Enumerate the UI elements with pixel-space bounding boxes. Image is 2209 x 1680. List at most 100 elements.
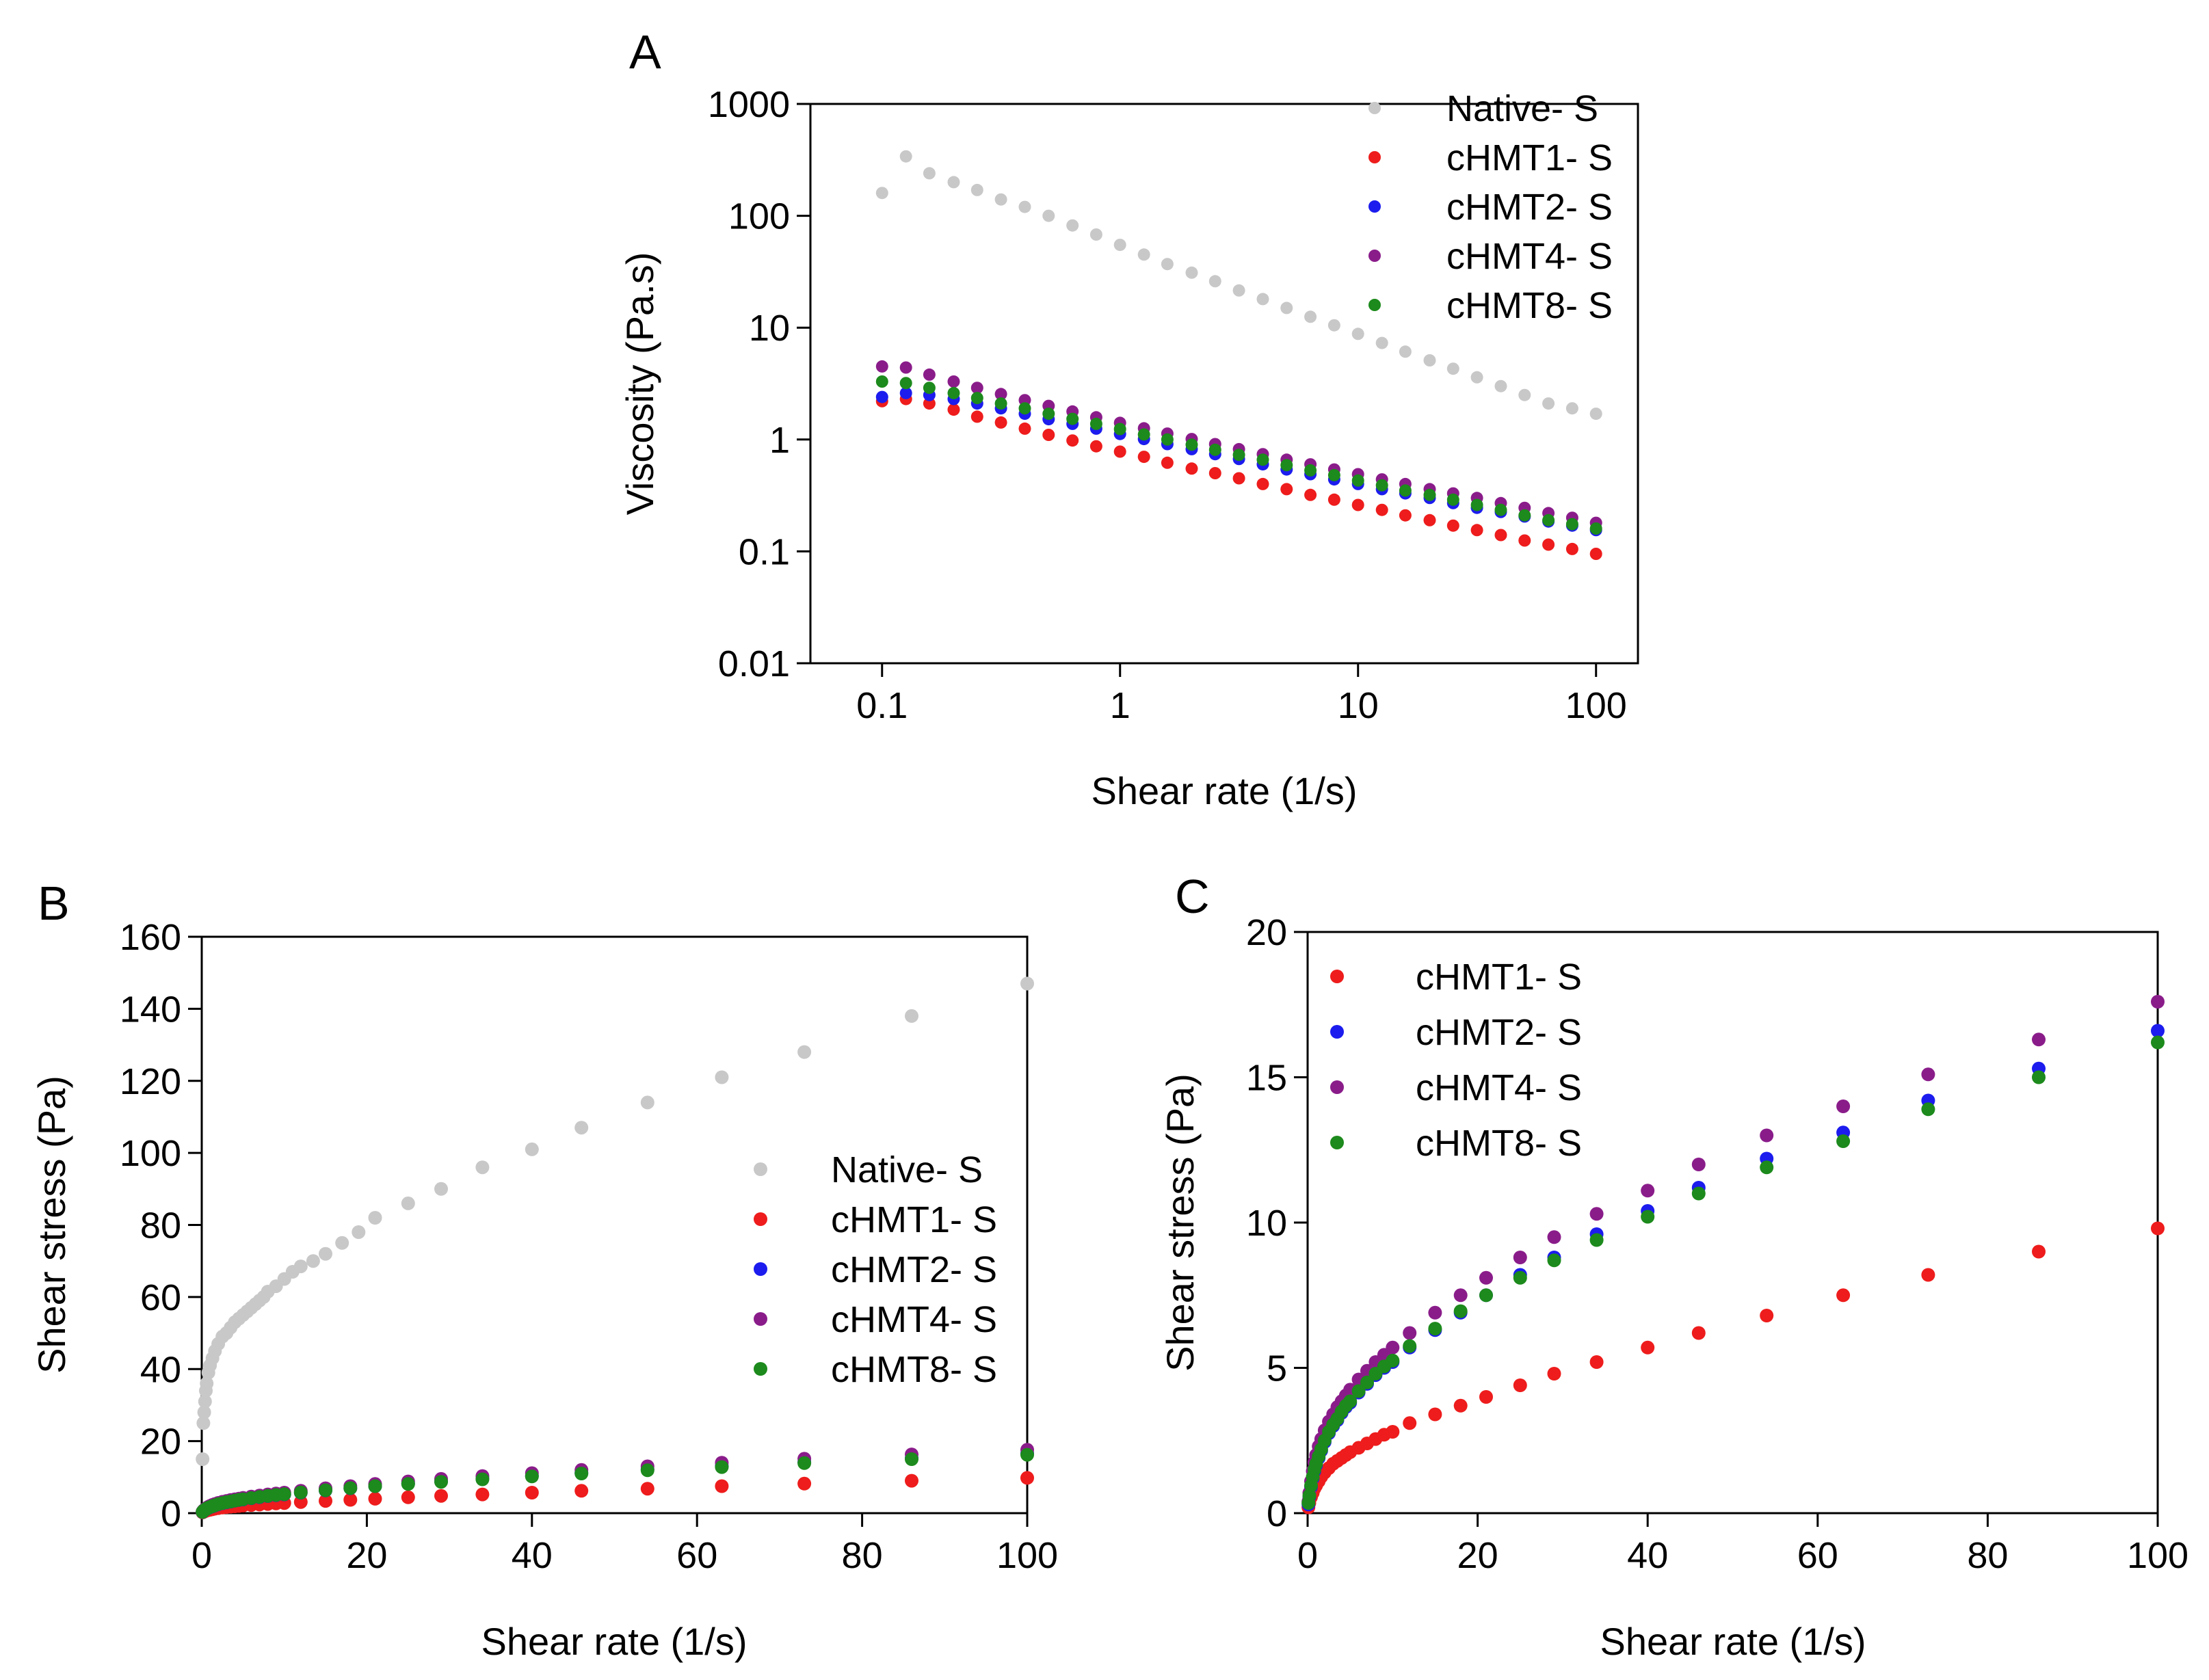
panel-c-legend-label-chmt1: cHMT1- S: [1416, 957, 1582, 998]
panel-b-point-native: [1020, 976, 1034, 991]
panel-a-point-chmt1: [1351, 498, 1364, 511]
panel-b-point-native: [368, 1211, 382, 1225]
panel-c-point-chmt1: [2151, 1221, 2165, 1236]
panel-a-point-chmt1: [1399, 509, 1412, 522]
panel-a-point-native: [1113, 239, 1126, 252]
panel-a-point-native: [1565, 402, 1578, 415]
panel-a-point-chmt8: [1542, 514, 1555, 526]
panel-a-point-chmt8: [1375, 479, 1388, 492]
panel-b-xtick-label: 0: [191, 1535, 212, 1576]
panel-a-point-chmt1: [1304, 488, 1317, 501]
panel-a-point-native: [1327, 319, 1340, 332]
panel-a-point-chmt8: [947, 386, 960, 399]
panel-c-point-chmt8: [1428, 1322, 1442, 1336]
panel-a-point-chmt4: [994, 388, 1007, 401]
panel-b-point-native: [293, 1259, 308, 1274]
panel-b-point-chmt8: [277, 1487, 291, 1502]
panel-b-legend: Native- S cHMT1- S cHMT2- S cHMT4- S cHMT8- …: [754, 1149, 997, 1390]
panel-b-point-chmt1: [401, 1490, 415, 1504]
panel-a-point-chmt8: [1161, 433, 1174, 446]
panel-b-point-chmt8: [797, 1456, 812, 1470]
panel-a-point-chmt1: [1446, 519, 1459, 532]
panel-b-point-chmt1: [343, 1493, 358, 1507]
panel-c-legend-marker-chmt1: [1330, 970, 1344, 983]
panel-c-point-chmt1: [1386, 1425, 1400, 1439]
panel-c-xtick-label: 60: [1797, 1535, 1838, 1576]
panel-a-point-native: [947, 176, 960, 189]
panel-a-point-chmt2: [875, 390, 888, 403]
panel-b-ytick-label: 120: [120, 1061, 181, 1102]
panel-b-ylabel: Shear stress (Pa): [30, 1076, 73, 1374]
panel-c-point-chmt4: [1479, 1270, 1493, 1285]
panel-c-xtick-label: 80: [1967, 1535, 2008, 1576]
panel-c-point-chmt8: [1641, 1210, 1655, 1224]
panel-a-point-native: [1375, 336, 1388, 349]
panel-b-point-chmt1: [368, 1491, 382, 1506]
panel-b-point-native: [335, 1236, 349, 1250]
panel-c-point-chmt8: [1403, 1339, 1417, 1353]
panel-c-point-chmt1: [1428, 1407, 1442, 1422]
panel-a-point-chmt8: [899, 377, 912, 390]
panel-a-point-chmt1: [1375, 503, 1388, 516]
panel-b-xtick-label: 40: [512, 1535, 553, 1576]
panel-c-point-chmt1: [1547, 1367, 1561, 1381]
panel-a-point-chmt1: [1208, 467, 1221, 479]
panel-a-legend-label-chmt1: cHMT1- S: [1446, 137, 1613, 178]
panel-c-ytick-label: 20: [1246, 912, 1287, 953]
panel-a-xtick-label: 1: [1110, 685, 1130, 726]
panel-a-point-native: [923, 167, 936, 180]
panel-c-point-chmt8: [1343, 1394, 1358, 1409]
panel-b-xtick-label: 100: [996, 1535, 1058, 1576]
panel-b-point-native: [306, 1254, 320, 1268]
panel-b-point-native: [640, 1095, 654, 1110]
panel-a-legend: Native- S cHMT1- S cHMT2- S cHMT4- S cHMT8- …: [1368, 88, 1613, 326]
panel-c-ylabel: Shear stress (Pa): [1159, 1074, 1202, 1372]
panel-a-point-chmt1: [1089, 440, 1102, 453]
panel-a-legend-label-chmt4: cHMT4- S: [1446, 236, 1613, 277]
panel-c-point-chmt8: [1513, 1270, 1527, 1285]
panel-a-point-chmt1: [994, 416, 1007, 429]
panel-c-point-chmt4: [1386, 1340, 1400, 1355]
panel-a-letter: A: [629, 25, 661, 79]
panel-b-point-chmt1: [475, 1487, 490, 1502]
panel-a-point-chmt8: [1208, 443, 1221, 456]
panel-a-ticks: 0.1 1 10 100 0.01 0.1 1 10 100 1000: [708, 84, 1627, 726]
panel-a-point-native: [1208, 275, 1221, 288]
panel-b-ytick-label: 60: [140, 1277, 181, 1318]
panel-a-point-chmt8: [1089, 417, 1102, 430]
panel-a-point-chmt1: [1161, 456, 1174, 469]
panel-a-point-chmt8: [1399, 484, 1412, 497]
panel-a-point-chmt8: [923, 382, 936, 395]
panel-b-point-chmt1: [905, 1474, 918, 1488]
panel-b-legend-marker-chmt8: [754, 1362, 767, 1376]
panel-a-point-chmt8: [1185, 438, 1198, 451]
panel-c-xlabel: Shear rate (1/s): [1600, 1620, 1866, 1663]
panel-a-point-chmt1: [1137, 451, 1150, 464]
panel-b-point-chmt1: [797, 1476, 812, 1491]
panel-a-point-native: [1066, 219, 1079, 232]
panel-c-point-chmt8: [1351, 1384, 1366, 1398]
panel-c-point-chmt8: [1386, 1353, 1400, 1368]
panel-a-point-native: [1018, 200, 1031, 213]
panel-c-legend-label-chmt2: cHMT2- S: [1416, 1012, 1582, 1053]
panel-c-point-chmt4: [2032, 1032, 2046, 1047]
panel-b-point-native: [319, 1246, 332, 1261]
panel-a-point-chmt8: [1066, 412, 1079, 425]
panel-a-point-native: [1518, 388, 1531, 401]
panel-a-point-chmt1: [1423, 514, 1436, 526]
panel-b-point-native: [574, 1121, 589, 1135]
panel-c-point-chmt1: [1589, 1355, 1604, 1369]
panel-a-point-native: [1161, 258, 1174, 271]
panel-c-xtick-label: 40: [1627, 1535, 1668, 1576]
panel-a-point-chmt4: [923, 368, 936, 381]
panel-b-point-native: [401, 1196, 415, 1210]
panel-c-xtick-label: 20: [1457, 1535, 1498, 1576]
panel-a-point-native: [1589, 408, 1602, 421]
panel-b-legend-marker-chmt4: [754, 1312, 767, 1326]
panel-c-point-chmt8: [2151, 1035, 2165, 1050]
panel-a-point-chmt8: [875, 375, 888, 388]
panel-a-points: [875, 150, 1602, 560]
panel-c-point-chmt4: [1921, 1067, 1935, 1082]
panel-a-legend-label-native: Native- S: [1446, 88, 1598, 129]
